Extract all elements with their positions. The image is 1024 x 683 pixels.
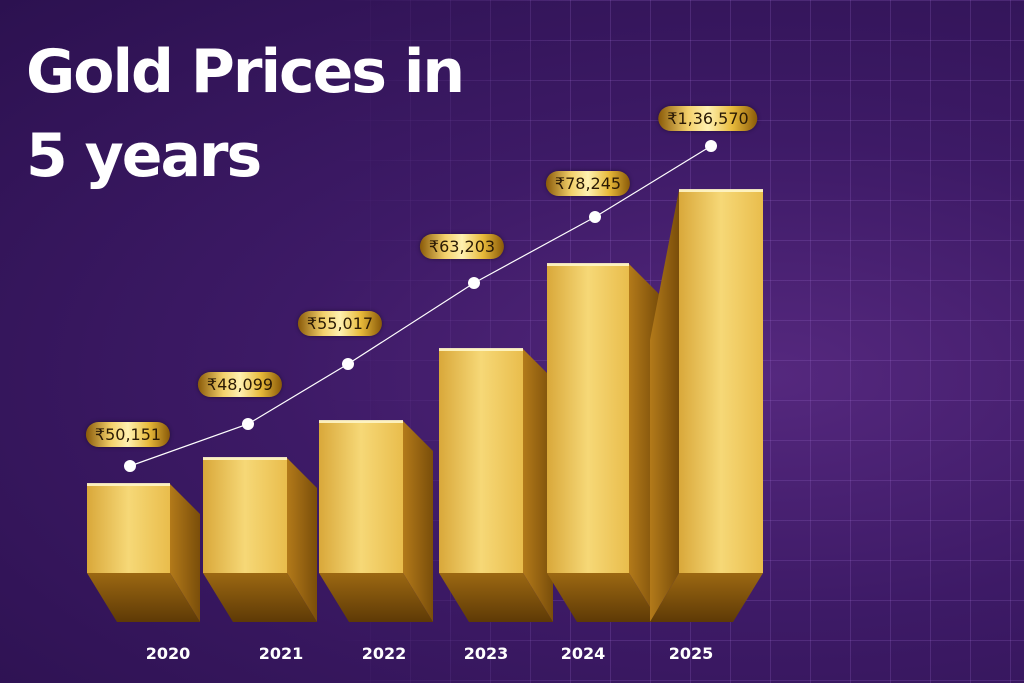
bar-side-2025 bbox=[650, 190, 679, 622]
point-2020 bbox=[124, 460, 136, 472]
bar-2025 bbox=[679, 190, 763, 573]
year-label-2020: 2020 bbox=[145, 644, 191, 663]
bar-2021 bbox=[203, 458, 287, 573]
bar-bottom-2021 bbox=[203, 573, 317, 622]
price-label-2020: ₹50,151 bbox=[85, 422, 171, 447]
price-label-2022: ₹55,017 bbox=[297, 311, 383, 336]
title-line-2: 5 years bbox=[26, 121, 262, 191]
bar-side-2022 bbox=[403, 421, 433, 622]
bar-top-highlight bbox=[439, 348, 523, 351]
price-label-2023: ₹63,203 bbox=[419, 234, 505, 259]
bar-top-highlight bbox=[679, 189, 763, 192]
bar-top-highlight bbox=[547, 263, 629, 266]
bar-2022 bbox=[319, 421, 403, 573]
point-2023 bbox=[468, 277, 480, 289]
bar-2020 bbox=[87, 484, 170, 573]
bar-bottom-2025 bbox=[650, 573, 763, 622]
title-line-1: Gold Prices in bbox=[26, 37, 465, 107]
trend-line bbox=[129, 145, 712, 467]
bar-side-2020 bbox=[170, 484, 200, 622]
year-label-2022: 2022 bbox=[361, 644, 407, 663]
bar-top-highlight bbox=[87, 483, 170, 486]
point-2024 bbox=[589, 211, 601, 223]
price-label-2024: ₹78,245 bbox=[545, 171, 631, 196]
year-label-2024: 2024 bbox=[560, 644, 606, 663]
year-label-2023: 2023 bbox=[463, 644, 509, 663]
bar-top-highlight bbox=[319, 420, 403, 423]
year-label-2025: 2025 bbox=[668, 644, 714, 663]
bar-bottom-2024 bbox=[547, 573, 659, 622]
bar-bottom-2020 bbox=[87, 573, 200, 622]
price-label-2025: ₹1,36,570 bbox=[658, 106, 758, 131]
point-2021 bbox=[242, 418, 254, 430]
bar-2023 bbox=[439, 349, 523, 573]
point-2025 bbox=[705, 140, 717, 152]
bar-bottom-2023 bbox=[439, 573, 553, 622]
bar-side-2023 bbox=[523, 349, 553, 622]
point-2022 bbox=[342, 358, 354, 370]
bar-top-highlight bbox=[203, 457, 287, 460]
price-label-2021: ₹48,099 bbox=[197, 372, 283, 397]
bar-bottom-2022 bbox=[319, 573, 433, 622]
chart-title: Gold Prices in 5 years bbox=[26, 30, 465, 198]
bar-2024 bbox=[547, 264, 629, 573]
year-label-2021: 2021 bbox=[258, 644, 304, 663]
bar-side-2021 bbox=[287, 458, 317, 622]
